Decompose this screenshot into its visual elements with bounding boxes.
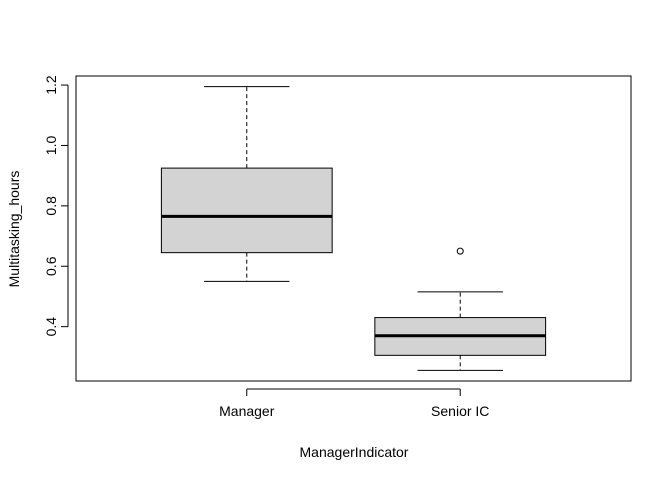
x-axis: Manager Senior IC xyxy=(219,388,489,419)
y-axis: 0.4 0.6 0.8 1.0 1.2 xyxy=(43,75,69,337)
boxes xyxy=(160,86,547,371)
y-tick-label: 0.6 xyxy=(43,256,59,276)
y-tick-label: 0.4 xyxy=(43,317,59,337)
y-tick-label: 0.8 xyxy=(43,196,59,216)
box-senior-ic xyxy=(374,247,547,371)
box-manager xyxy=(160,86,333,282)
y-axis-label: Multitasking_hours xyxy=(6,171,22,288)
y-tick-label: 1.2 xyxy=(43,75,59,95)
plot-frame xyxy=(75,75,632,382)
iqr-box xyxy=(160,167,333,254)
x-tick-label: Manager xyxy=(219,403,275,419)
x-tick-label: Senior IC xyxy=(431,403,489,419)
outlier-point xyxy=(456,247,464,255)
y-tick-label: 1.0 xyxy=(43,136,59,156)
x-axis-label: ManagerIndicator xyxy=(300,444,409,460)
